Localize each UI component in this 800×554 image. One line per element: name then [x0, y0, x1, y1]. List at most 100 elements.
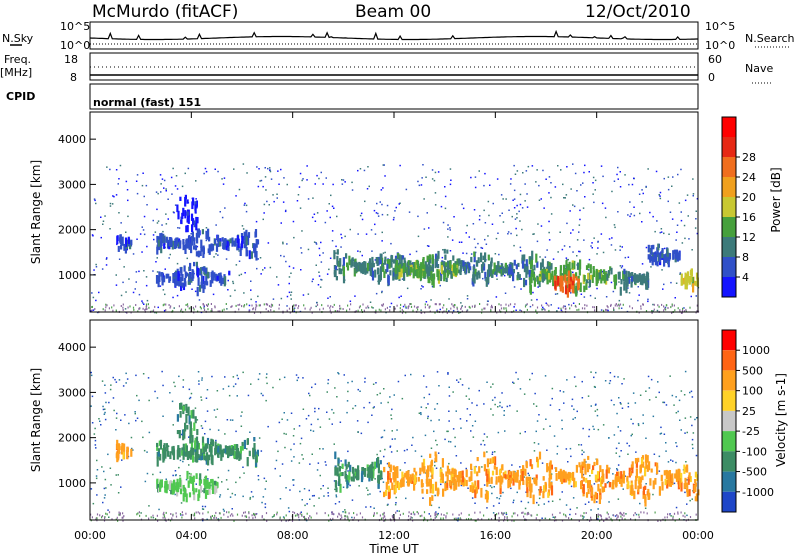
scatter-point: [256, 267, 258, 270]
scatter-point: [136, 394, 138, 397]
echo-cell: [669, 479, 672, 487]
ground-scatter-point: [453, 304, 456, 306]
ground-scatter-point: [340, 514, 342, 517]
scatter-point: [595, 403, 597, 406]
scatter-point: [152, 270, 154, 272]
scatter-point: [494, 451, 496, 453]
echo-cell: [394, 255, 398, 261]
ground-scatter-point: [194, 517, 196, 520]
scatter-point: [264, 176, 267, 178]
scatter-point: [632, 392, 635, 394]
ground-scatter-point: [681, 311, 683, 314]
echo-cell: [407, 475, 410, 480]
ground-scatter-point: [528, 512, 530, 515]
scatter-point: [328, 268, 330, 271]
scatter-point: [566, 166, 568, 168]
scatter-point: [639, 502, 641, 505]
echo-cell: [646, 276, 650, 281]
echo-cell: [338, 473, 341, 484]
ground-scatter-point: [329, 309, 331, 312]
scatter-point: [685, 461, 687, 463]
echo-cell: [401, 255, 405, 260]
ground-scatter-point: [661, 303, 663, 306]
scatter-point: [204, 167, 207, 170]
ground-scatter-point: [304, 307, 306, 310]
ground-scatter-point: [483, 514, 485, 517]
echo-cell: [536, 456, 539, 463]
scatter-point: [302, 294, 305, 296]
scatter-point: [275, 459, 278, 462]
ground-scatter-point: [175, 515, 178, 518]
echo-cell: [533, 478, 536, 485]
scatter-point: [135, 271, 138, 273]
echo-cell: [535, 474, 538, 480]
scatter-point: [120, 486, 122, 488]
ground-scatter-point: [375, 311, 377, 314]
scatter-point: [492, 512, 495, 514]
echo-cell: [197, 277, 200, 286]
echo-cell: [357, 469, 360, 480]
scatter-point: [205, 170, 208, 173]
ground-scatter-point: [610, 303, 612, 306]
scatter-point: [505, 198, 507, 200]
scatter-point: [300, 247, 302, 249]
echo-cell: [581, 470, 584, 479]
scatter-point: [675, 506, 678, 509]
scatter-point: [466, 298, 469, 300]
scatter-point: [277, 170, 279, 172]
scatter-point: [386, 214, 389, 216]
echo-cell: [601, 486, 604, 493]
scatter-point: [206, 518, 208, 521]
scatter-point: [314, 183, 316, 185]
ground-scatter-point: [273, 310, 275, 313]
echo-cell: [413, 481, 416, 491]
scatter-point: [521, 207, 524, 209]
scatter-point: [379, 201, 381, 203]
scatter-point: [652, 303, 654, 306]
echo-cell: [626, 280, 629, 287]
ground-scatter-point: [172, 309, 174, 312]
scatter-point: [412, 436, 414, 439]
scatter-point: [160, 191, 162, 193]
scatter-point: [258, 437, 261, 439]
echo-cell: [216, 234, 220, 242]
colorbar-tick-label: 4: [742, 271, 749, 284]
scatter-point: [670, 281, 672, 284]
scatter-point: [105, 487, 107, 489]
ground-scatter-point: [526, 303, 528, 306]
ground-scatter-point: [162, 513, 164, 516]
scatter-point: [217, 476, 220, 479]
echo-cell: [189, 449, 192, 460]
scatter-point: [660, 432, 663, 435]
echo-cell: [422, 270, 425, 279]
scatter-point: [635, 451, 637, 453]
ground-scatter-point: [654, 511, 656, 514]
ground-scatter-point: [223, 513, 225, 516]
scatter-point: [342, 511, 344, 513]
ground-scatter-point: [91, 306, 93, 308]
echo-cell: [443, 261, 446, 267]
ground-scatter-point: [383, 511, 385, 514]
scatter-point: [102, 408, 105, 411]
echo-cell: [655, 253, 658, 258]
ground-scatter-point: [319, 308, 321, 311]
scatter-point: [435, 467, 438, 469]
scatter-point: [307, 293, 310, 295]
ground-scatter-point: [638, 516, 640, 519]
scatter-point: [261, 501, 263, 504]
ground-scatter-point: [664, 307, 666, 310]
scatter-point: [675, 412, 678, 414]
ground-scatter-point: [597, 515, 599, 518]
ground-scatter-point: [672, 517, 674, 520]
scatter-point: [205, 239, 208, 242]
scatter-point: [510, 487, 512, 490]
scatter-point: [611, 190, 613, 193]
scatter-point: [112, 376, 114, 379]
echo-cell: [504, 262, 507, 268]
ground-scatter-point: [424, 518, 426, 520]
scatter-point: [344, 235, 346, 238]
echo-cell: [412, 269, 415, 279]
echo-cell: [159, 483, 162, 492]
echo-cell: [181, 282, 184, 288]
echo-cell: [663, 470, 666, 476]
